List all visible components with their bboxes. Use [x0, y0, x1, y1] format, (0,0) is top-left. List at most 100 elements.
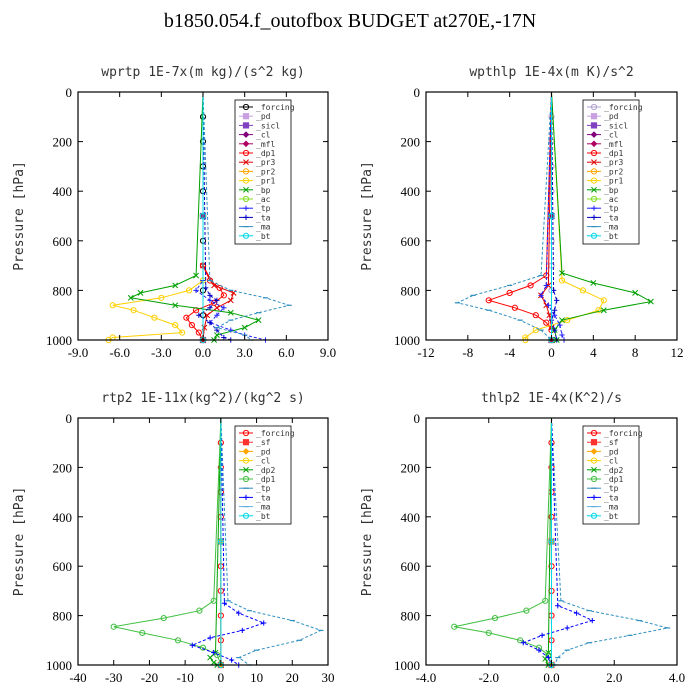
- data-point-bt: [548, 538, 555, 545]
- legend-label: _ta: [604, 213, 619, 222]
- series-line-pr1: [524, 91, 605, 340]
- data-point-ta: [589, 617, 595, 624]
- legend-marker: [591, 466, 597, 473]
- data-point-dp1: [451, 623, 458, 630]
- data-point-pr1: [151, 314, 158, 321]
- y-tick-label: 400: [401, 184, 421, 199]
- legend-marker: [242, 457, 250, 464]
- data-point-dp1: [543, 319, 550, 326]
- data-point-tp: [207, 297, 213, 303]
- x-tick-label: -2.0: [478, 670, 499, 685]
- x-tick-label: -9.0: [68, 345, 89, 360]
- data-point-tp: [557, 322, 563, 328]
- y-tick-label: 600: [401, 234, 421, 249]
- legend-label: _pd: [604, 112, 619, 121]
- legend-marker: [243, 205, 249, 211]
- data-point-tp: [545, 302, 551, 308]
- legend-marker: [590, 113, 598, 120]
- y-tick-label: 600: [53, 234, 73, 249]
- y-tick-label: 200: [53, 460, 73, 475]
- legend-marker: [590, 232, 598, 239]
- series-line-pr1: [108, 92, 204, 341]
- legend-label: _bt: [256, 232, 271, 241]
- data-point-dp1: [210, 597, 217, 604]
- series-line-ma: [202, 91, 291, 341]
- data-point-dp1: [506, 289, 513, 296]
- legend-label: _forcing: [256, 429, 295, 438]
- y-tick-label: 800: [401, 283, 421, 298]
- data-point-dp1: [527, 282, 534, 289]
- legend-label: _cl: [256, 457, 271, 466]
- y-axis-label: Pressure [hPa]: [12, 487, 27, 597]
- y-tick-label: 800: [401, 609, 421, 624]
- data-point-ta: [536, 647, 542, 653]
- y-axis-label: Pressure [hPa]: [360, 487, 375, 597]
- legend-marker: [243, 466, 249, 473]
- data-point-bt: [217, 538, 224, 545]
- legend-marker: [591, 159, 597, 166]
- x-tick-label: -8: [462, 345, 473, 360]
- data-point-ta: [554, 297, 560, 303]
- legend-label: _ta: [256, 493, 271, 502]
- legend-label: _ta: [256, 213, 271, 222]
- legend-label: _dp1: [256, 475, 275, 484]
- data-point-dp1: [196, 607, 203, 614]
- data-point-dp1: [160, 614, 167, 622]
- legend-label: _tp: [256, 204, 271, 213]
- data-point-pr1: [158, 294, 165, 301]
- legend-marker: [242, 122, 250, 129]
- legend-marker: [242, 177, 250, 184]
- x-tick-label: 3.0: [237, 345, 253, 360]
- data-point-dp1: [523, 607, 530, 614]
- data-point-tp: [221, 305, 227, 311]
- legend-label: _dp1: [604, 149, 623, 158]
- legend-label: _ma: [604, 503, 619, 512]
- legend-marker: [590, 457, 598, 464]
- x-tick-label: -10: [176, 670, 193, 685]
- data-point-ta: [189, 642, 195, 648]
- legend-marker: [242, 448, 250, 455]
- data-point-bp: [172, 302, 179, 309]
- legend-label: _pd: [256, 447, 271, 456]
- legend-label: _pr3: [604, 158, 623, 167]
- legend-marker: [590, 177, 598, 184]
- data-point-bp: [600, 307, 607, 314]
- panel-title: wpthlp 1E-4x(m K)/s^2: [469, 65, 633, 80]
- data-point-bp: [213, 332, 220, 338]
- panel-4: thlp2 1E-4x(K^2)/s Pressure [hPa] -4.0 -2.0…: [360, 391, 685, 685]
- series-line-ta: [190, 417, 266, 666]
- legend-marker: [590, 512, 598, 519]
- plot-frame: [77, 417, 329, 666]
- legend-marker: [243, 214, 249, 220]
- data-point-dp1: [174, 637, 182, 644]
- x-tick-label: 4: [590, 345, 597, 360]
- legend-marker: [590, 439, 598, 446]
- legend-label: _dp1: [256, 149, 275, 158]
- legend-label: _sf: [256, 438, 271, 447]
- legend-label: _bp: [256, 186, 271, 195]
- legend-label: _sicl: [256, 121, 280, 130]
- data-point-dp1: [214, 652, 221, 659]
- data-point-dp1: [139, 629, 146, 636]
- panel-3: rtp2 1E-11x(kg^2)/(kg^2 s) Pressure [hPa]…: [12, 391, 335, 685]
- x-tick-label: -4: [504, 345, 515, 360]
- series-line-pr3: [202, 92, 235, 341]
- legend-label: _bt: [604, 512, 619, 521]
- series-line-ta: [522, 417, 594, 666]
- legend-label: _sf: [604, 438, 619, 447]
- legend-label: _forcing: [256, 103, 295, 112]
- data-point-pr1: [532, 326, 539, 334]
- legend-label: _bt: [604, 232, 619, 241]
- y-tick-label: 200: [401, 135, 421, 150]
- data-point-bp: [241, 324, 248, 331]
- data-point-ta: [203, 285, 209, 291]
- series-line-dp1: [113, 417, 222, 666]
- series-line-pr3: [540, 91, 552, 340]
- data-point-ta: [214, 297, 220, 303]
- data-point-bp: [559, 270, 565, 276]
- y-tick-label: 400: [53, 184, 73, 199]
- series-line-dp1: [454, 417, 552, 666]
- data-point-dp1: [491, 614, 499, 622]
- y-tick-label: 1000: [46, 658, 72, 673]
